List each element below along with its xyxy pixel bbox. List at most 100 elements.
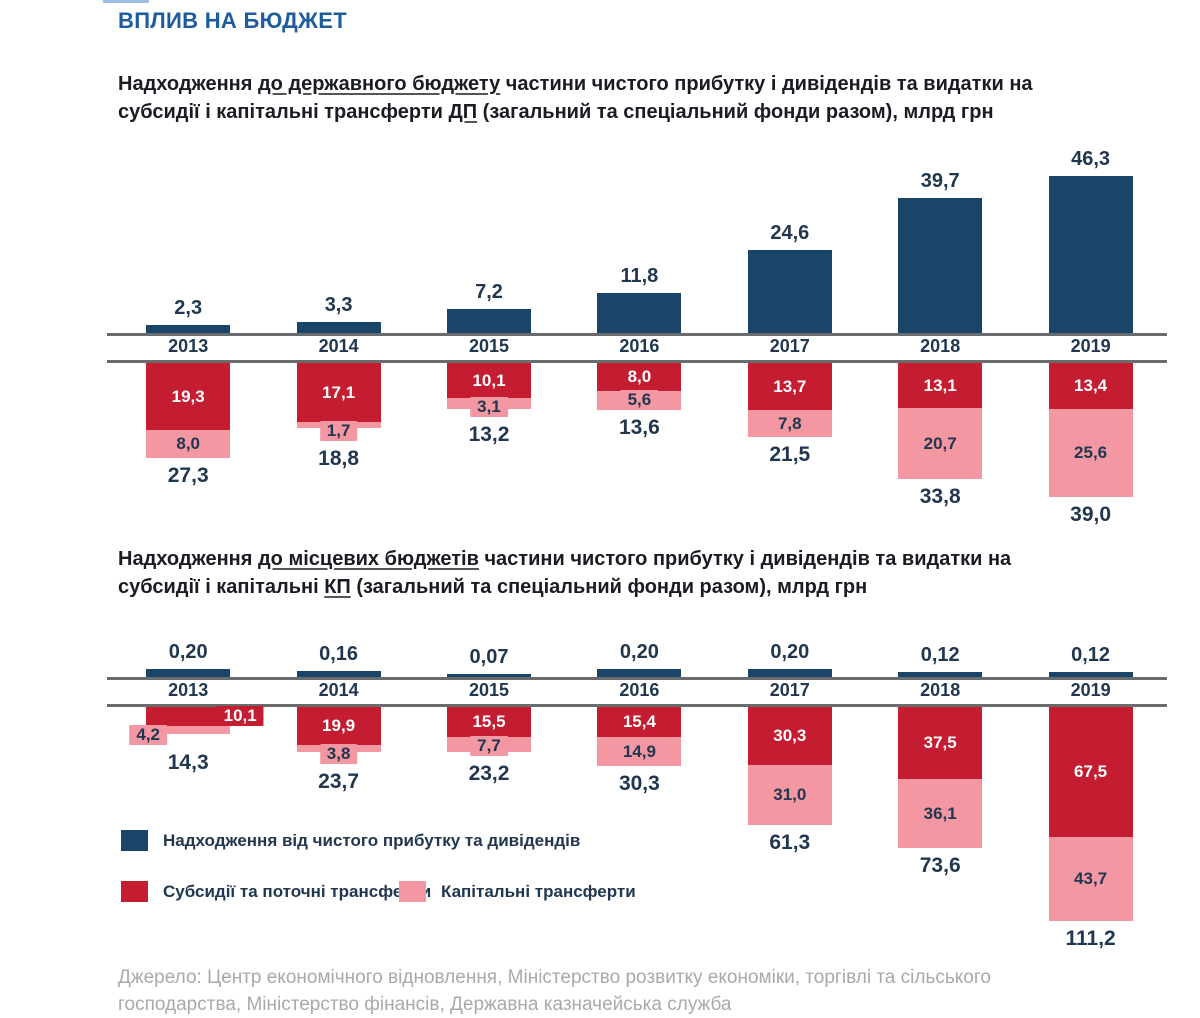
value-label-net-profit-2015: 7,2 [475, 281, 503, 303]
bar-net-profit-2016 [597, 293, 682, 333]
bar-subsidies-2018 [898, 363, 983, 408]
bar-capital-transfers-2016 [597, 737, 682, 766]
bar-capital-transfers-2013 [146, 726, 231, 734]
legend-item-capital-transfers: Капітальні трансферти [399, 881, 636, 902]
bar-net-profit-2013 [146, 669, 231, 677]
segment-label: 20,7 [923, 433, 957, 453]
year-label: 2013 [168, 336, 209, 356]
year-label: 2017 [769, 336, 810, 356]
value-label-net-profit-2019: 0,12 [1071, 644, 1111, 666]
bar-subsidies-2019 [1048, 707, 1133, 837]
segment-label: 10,1 [472, 370, 506, 390]
bar-net-profit-2019 [1048, 176, 1133, 333]
year-label: 2018 [920, 336, 961, 356]
value-label-net-profit-2018: 0,12 [920, 644, 960, 666]
bar-net-profit-2015 [447, 309, 531, 333]
year-label: 2016 [619, 680, 660, 700]
value-label-net-profit-2016: 0,20 [619, 641, 659, 663]
chart-title-underlined-run: до державного бюджету [257, 73, 501, 95]
segment-label: 67,5 [1074, 762, 1108, 781]
chart-title-run: частини чистого прибутку і дивідендів та… [500, 73, 1033, 95]
bar-capital-transfers-2013 [146, 430, 231, 458]
axis-line-bottom [107, 704, 1167, 707]
segment-label: 37,5 [923, 733, 957, 752]
segment-label: 17,1 [322, 382, 356, 402]
value-label-net-profit-2017: 24,6 [770, 222, 810, 244]
legend-swatch-navy [121, 830, 148, 851]
total-label-2015: 23,2 [468, 762, 510, 785]
segment-label: 7,8 [777, 413, 802, 433]
segment-label-chip: 3,8 [319, 744, 358, 764]
value-label-net-profit-2013: 0,20 [168, 641, 208, 663]
bar-capital-transfers-2017 [747, 765, 832, 825]
segment-label: 19,9 [322, 716, 356, 735]
year-label: 2018 [920, 680, 961, 700]
source-text: Джерело: Центр економічного відновлення,… [118, 967, 991, 1015]
bar-capital-transfers-2017 [747, 410, 832, 437]
chart-title-run: субсидії і капітальні трансферти [118, 101, 449, 123]
bar-net-profit-2019 [1048, 672, 1133, 677]
page-title: ВПЛИВ НА БЮДЖЕТ [118, 8, 347, 33]
value-label-net-profit-2014: 0,16 [319, 643, 359, 665]
chart-title-underlined-run: ДП [448, 101, 478, 123]
bar-subsidies-2015 [447, 363, 531, 398]
chart-title-run: субсидії і капітальні [118, 576, 325, 598]
segment-label: 14,9 [622, 741, 656, 761]
year-label: 2015 [468, 336, 510, 356]
chart-title-run: (загальний та спеціальний фонди разом), … [477, 101, 994, 123]
value-label-net-profit-2016: 11,8 [620, 265, 659, 287]
bar-subsidies-2013 [146, 707, 231, 726]
bar-subsidies-2019 [1048, 363, 1133, 409]
legend-swatch-red [121, 881, 148, 902]
segment-label-chip: 7,7 [470, 736, 508, 756]
segment-label-chip: 5,6 [620, 390, 659, 410]
legend-label: Субсидії та поточні трансферти [163, 881, 432, 901]
legend-item-subsidies: Субсидії та поточні трансферти [121, 881, 431, 902]
bar-net-profit-2016 [597, 669, 682, 677]
total-label-2018: 33,8 [919, 485, 961, 508]
value-label-net-profit-2019: 46,3 [1071, 148, 1111, 170]
total-label-2017: 21,5 [769, 443, 811, 466]
value-label-net-profit-2013: 2,3 [174, 297, 203, 319]
bar-capital-transfers-2018 [898, 779, 983, 848]
total-label-2016: 13,6 [618, 416, 660, 439]
bar-net-profit-2014 [296, 322, 381, 333]
year-label: 2017 [769, 680, 810, 700]
bar-subsidies-2016 [597, 363, 682, 391]
axis-line-top [107, 677, 1167, 680]
segment-label: 30,3 [773, 726, 807, 745]
bar-net-profit-2018 [898, 198, 983, 333]
segment-label: 43,7 [1074, 869, 1108, 888]
bar-net-profit-2018 [898, 672, 983, 677]
value-label-net-profit-2014: 3,3 [324, 294, 353, 316]
year-label: 2015 [468, 680, 510, 700]
value-label-net-profit-2015: 0,07 [469, 646, 509, 668]
bar-subsidies-2014 [296, 363, 381, 422]
total-label-2017: 61,3 [769, 831, 811, 854]
legend-swatch-pink [399, 881, 426, 902]
total-label-2019: 111,2 [1065, 927, 1116, 950]
bar-net-profit-2017 [747, 669, 832, 677]
legend-item-net-profit: Надходження від чистого прибутку та диві… [121, 830, 580, 851]
segment-label: 36,1 [923, 803, 957, 823]
total-label-2013: 14,3 [167, 751, 209, 774]
top-crop-accent-line [103, 0, 149, 3]
axis-line-top [107, 333, 1167, 336]
segment-label-chip: 3,1 [470, 397, 508, 417]
chart2-title: Надходження до місцевих бюджетів частини… [118, 545, 1193, 601]
bar-subsidies-2018 [898, 707, 983, 779]
segment-label: 13,1 [923, 375, 957, 395]
total-label-2013: 27,3 [167, 464, 209, 487]
year-label: 2013 [168, 680, 209, 700]
bar-subsidies-2017 [747, 363, 832, 410]
segment-label: 13,7 [773, 376, 807, 396]
chart-title-run: Надходження [118, 548, 258, 570]
bar-capital-transfers-2018 [898, 408, 983, 479]
total-label-2014: 23,7 [318, 770, 360, 793]
segment-label-chip: 4,2 [129, 725, 168, 745]
year-label: 2016 [619, 336, 660, 356]
bar-subsidies-2016 [597, 707, 682, 737]
chart-title-run: (загальний та спеціальний фонди разом), … [350, 576, 868, 598]
segment-label: 8,0 [176, 434, 200, 453]
